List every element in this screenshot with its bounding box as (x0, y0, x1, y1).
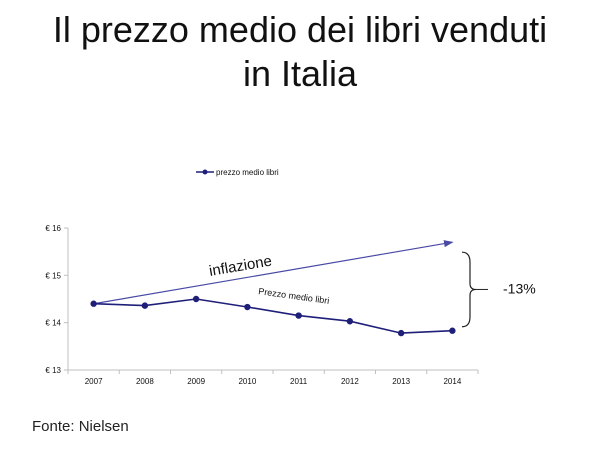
source-note: Fonte: Nielsen (32, 418, 129, 435)
series-inline-label: Prezzo medio libri (258, 286, 330, 306)
title-line-2: in Italia (242, 53, 358, 94)
page-title: Il prezzo medio dei libri venduti in Ita… (0, 8, 600, 96)
data-point (346, 318, 354, 325)
chart-axes: € 13 € 14 € 15 € 16 2007 2008 2009 2010 2011 2012… (45, 224, 479, 386)
legend-marker (202, 169, 208, 175)
data-point (90, 300, 97, 307)
data-point (295, 312, 302, 319)
legend-label: prezzo medio libri (216, 168, 279, 177)
inflation-arrow (93, 240, 454, 305)
series-line-prezzo-medio (93, 298, 453, 334)
x-tick-label: 2008 (136, 377, 154, 386)
data-point (397, 329, 405, 337)
chart-annotations: inflazione Prezzo medio libri -13% (93, 240, 536, 328)
chart-legend: prezzo medio libri (196, 168, 279, 177)
data-point (141, 302, 149, 309)
x-tick-label: 2014 (443, 377, 461, 386)
gap-bracket (461, 251, 477, 328)
data-point (244, 303, 251, 311)
x-tick-label: 2007 (85, 377, 103, 386)
x-tick-label: 2012 (341, 377, 359, 386)
y-tick-label: € 14 (45, 319, 61, 328)
x-tick-label: 2013 (392, 377, 410, 386)
data-point (192, 295, 200, 303)
x-tick-label: 2011 (290, 377, 308, 386)
inflation-label: inflazione (208, 252, 273, 279)
y-tick-label: € 16 (45, 224, 61, 233)
gap-label: -13% (503, 280, 536, 296)
x-tick-label: 2010 (238, 377, 256, 386)
y-tick-label: € 15 (45, 271, 61, 280)
y-tick-label: € 13 (45, 366, 61, 375)
chart-series (90, 295, 456, 337)
data-point (449, 327, 456, 334)
x-tick-label: 2009 (187, 377, 205, 386)
title-line-1: Il prezzo medio dei libri venduti (52, 9, 548, 50)
